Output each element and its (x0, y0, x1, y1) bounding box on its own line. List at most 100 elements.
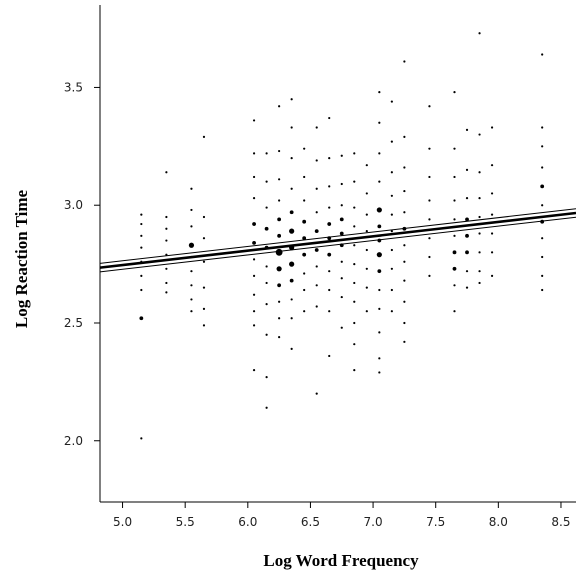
data-point (390, 171, 393, 174)
data-point (390, 213, 393, 216)
data-point (376, 252, 382, 258)
data-point (252, 119, 256, 122)
data-point (277, 217, 282, 222)
x-tick-label: 7.0 (364, 515, 383, 529)
data-point (490, 274, 494, 277)
data-point (490, 164, 494, 167)
data-point (165, 171, 168, 174)
data-point (453, 310, 456, 313)
data-point (165, 291, 168, 294)
data-point (378, 180, 381, 183)
data-point (365, 267, 368, 270)
data-point (328, 270, 331, 273)
data-point (490, 126, 494, 129)
data-point (278, 317, 281, 320)
data-point (541, 237, 544, 240)
data-point (465, 128, 469, 131)
data-point (289, 228, 295, 234)
data-point (265, 303, 268, 306)
data-point (541, 204, 544, 207)
data-point (276, 266, 282, 272)
data-point (340, 326, 343, 329)
x-tick-label: 5.5 (176, 515, 195, 529)
data-point (378, 357, 381, 360)
data-point (290, 157, 293, 160)
data-point (303, 272, 306, 275)
data-point (165, 267, 168, 270)
data-point (289, 210, 294, 215)
x-tick-label: 6.0 (238, 515, 257, 529)
data-point (328, 354, 331, 358)
data-point (315, 284, 318, 287)
data-point (353, 180, 356, 183)
data-point (353, 152, 356, 155)
data-point (328, 206, 331, 209)
data-point (403, 321, 406, 325)
data-point (277, 233, 282, 238)
data-point (541, 274, 544, 277)
data-point (328, 116, 331, 120)
data-point (390, 288, 393, 292)
data-point (328, 288, 331, 292)
data-point (428, 175, 431, 179)
data-point (353, 368, 356, 372)
confidence-band-line (99, 216, 576, 273)
data-point (478, 270, 481, 273)
data-point (378, 91, 381, 94)
data-point (403, 340, 406, 343)
data-point (353, 343, 356, 346)
data-point (265, 281, 268, 285)
data-point (289, 278, 294, 283)
data-point (190, 187, 193, 190)
data-point (190, 284, 193, 287)
data-point (252, 175, 256, 179)
data-point (403, 60, 406, 63)
data-point (428, 255, 431, 259)
data-point (540, 184, 545, 189)
data-point (315, 211, 318, 214)
data-point (278, 336, 281, 339)
data-point (252, 310, 256, 313)
data-point (428, 218, 431, 221)
data-point (303, 288, 306, 292)
data-point (252, 197, 256, 200)
data-point (452, 266, 457, 271)
data-point (328, 310, 331, 313)
data-point (265, 376, 268, 379)
data-point (303, 147, 306, 150)
data-point (289, 261, 295, 267)
data-point (265, 152, 268, 155)
data-point (365, 248, 368, 252)
data-point (353, 281, 356, 285)
data-point (315, 392, 318, 395)
confidence-band (99, 208, 576, 273)
data-point (165, 215, 168, 219)
y-axis-ticks: 2.0 2.5 3.0 3.5 (64, 80, 100, 448)
data-point (453, 218, 456, 221)
data-point (365, 230, 368, 233)
data-point (188, 242, 195, 248)
data-point (390, 248, 393, 252)
data-point (465, 286, 469, 289)
data-point (378, 371, 381, 374)
data-point (202, 324, 206, 327)
data-point (252, 258, 256, 261)
data-point (340, 204, 343, 207)
data-point (252, 222, 256, 226)
data-point (278, 105, 281, 108)
regression-line-group (99, 211, 576, 269)
data-point (378, 307, 381, 310)
data-point (165, 239, 168, 242)
data-point (139, 316, 144, 321)
data-point (340, 154, 343, 157)
data-point (140, 288, 143, 292)
data-point (202, 237, 206, 240)
data-point (252, 368, 256, 372)
data-point (265, 206, 268, 209)
data-point (315, 126, 318, 129)
data-point (390, 267, 393, 270)
data-point (465, 250, 469, 255)
data-point (190, 310, 193, 313)
data-point (328, 157, 331, 160)
y-tick-label: 3.5 (64, 80, 83, 94)
